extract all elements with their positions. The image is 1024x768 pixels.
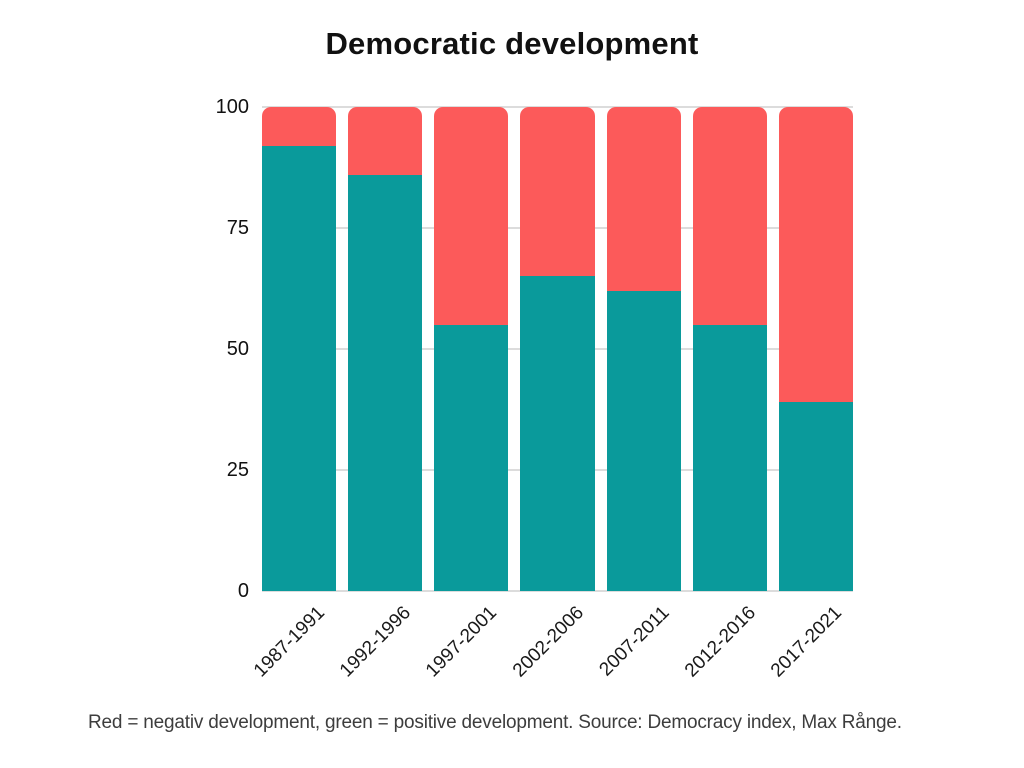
bar-column: 2017-2021 (767, 107, 853, 681)
bar-segment-positive (434, 324, 509, 591)
bar-segment-negative (262, 107, 337, 146)
bar-column: 2002-2006 (509, 107, 595, 681)
y-tick-label: 25 (226, 459, 249, 481)
x-tick-label: 2012-2016 (680, 602, 760, 682)
bar-segment-negative (606, 107, 681, 291)
bar-segment-positive (692, 324, 767, 591)
chart-title: Democratic development (325, 26, 699, 61)
y-tick-label: 0 (237, 580, 249, 602)
x-tick-label: 1987-1991 (250, 602, 330, 682)
y-tick-label: 50 (226, 338, 249, 360)
y-tick-label: 100 (215, 96, 249, 118)
x-tick-label: 1997-2001 (422, 602, 502, 682)
bar-column: 1992-1996 (336, 107, 423, 681)
plot-area: 0 25 50 75 100 1987-1991 1992-1996 1997-2001 20… (216, 97, 853, 681)
bar-segment-negative (692, 107, 767, 325)
bar-segment-positive (520, 276, 595, 591)
bar-segment-positive (606, 290, 681, 591)
bar-column: 1987-1991 (250, 107, 337, 681)
chart-caption: Red = negativ development, green = posit… (88, 712, 902, 733)
bar-segment-positive (778, 402, 853, 591)
x-tick-label: 2017-2021 (766, 602, 847, 682)
bars: 1987-1991 1992-1996 1997-2001 2002-2006 2007… (250, 107, 853, 681)
gridline (262, 590, 853, 592)
bar-column: 2012-2016 (681, 107, 767, 681)
bar-segment-negative (778, 107, 853, 403)
x-tick-label: 2002-2006 (508, 602, 588, 682)
x-tick-label: 1992-1996 (336, 602, 416, 682)
bar-column: 2007-2011 (596, 107, 681, 680)
bar-segment-negative (520, 107, 595, 277)
bar-column: 1997-2001 (422, 107, 509, 681)
bar-segment-negative (434, 107, 509, 325)
bar-segment-positive (348, 174, 423, 591)
bar-segment-positive (262, 145, 337, 591)
bar-segment-negative (348, 107, 423, 175)
x-tick-label: 2007-2011 (595, 602, 674, 681)
y-tick-label: 75 (226, 217, 249, 239)
